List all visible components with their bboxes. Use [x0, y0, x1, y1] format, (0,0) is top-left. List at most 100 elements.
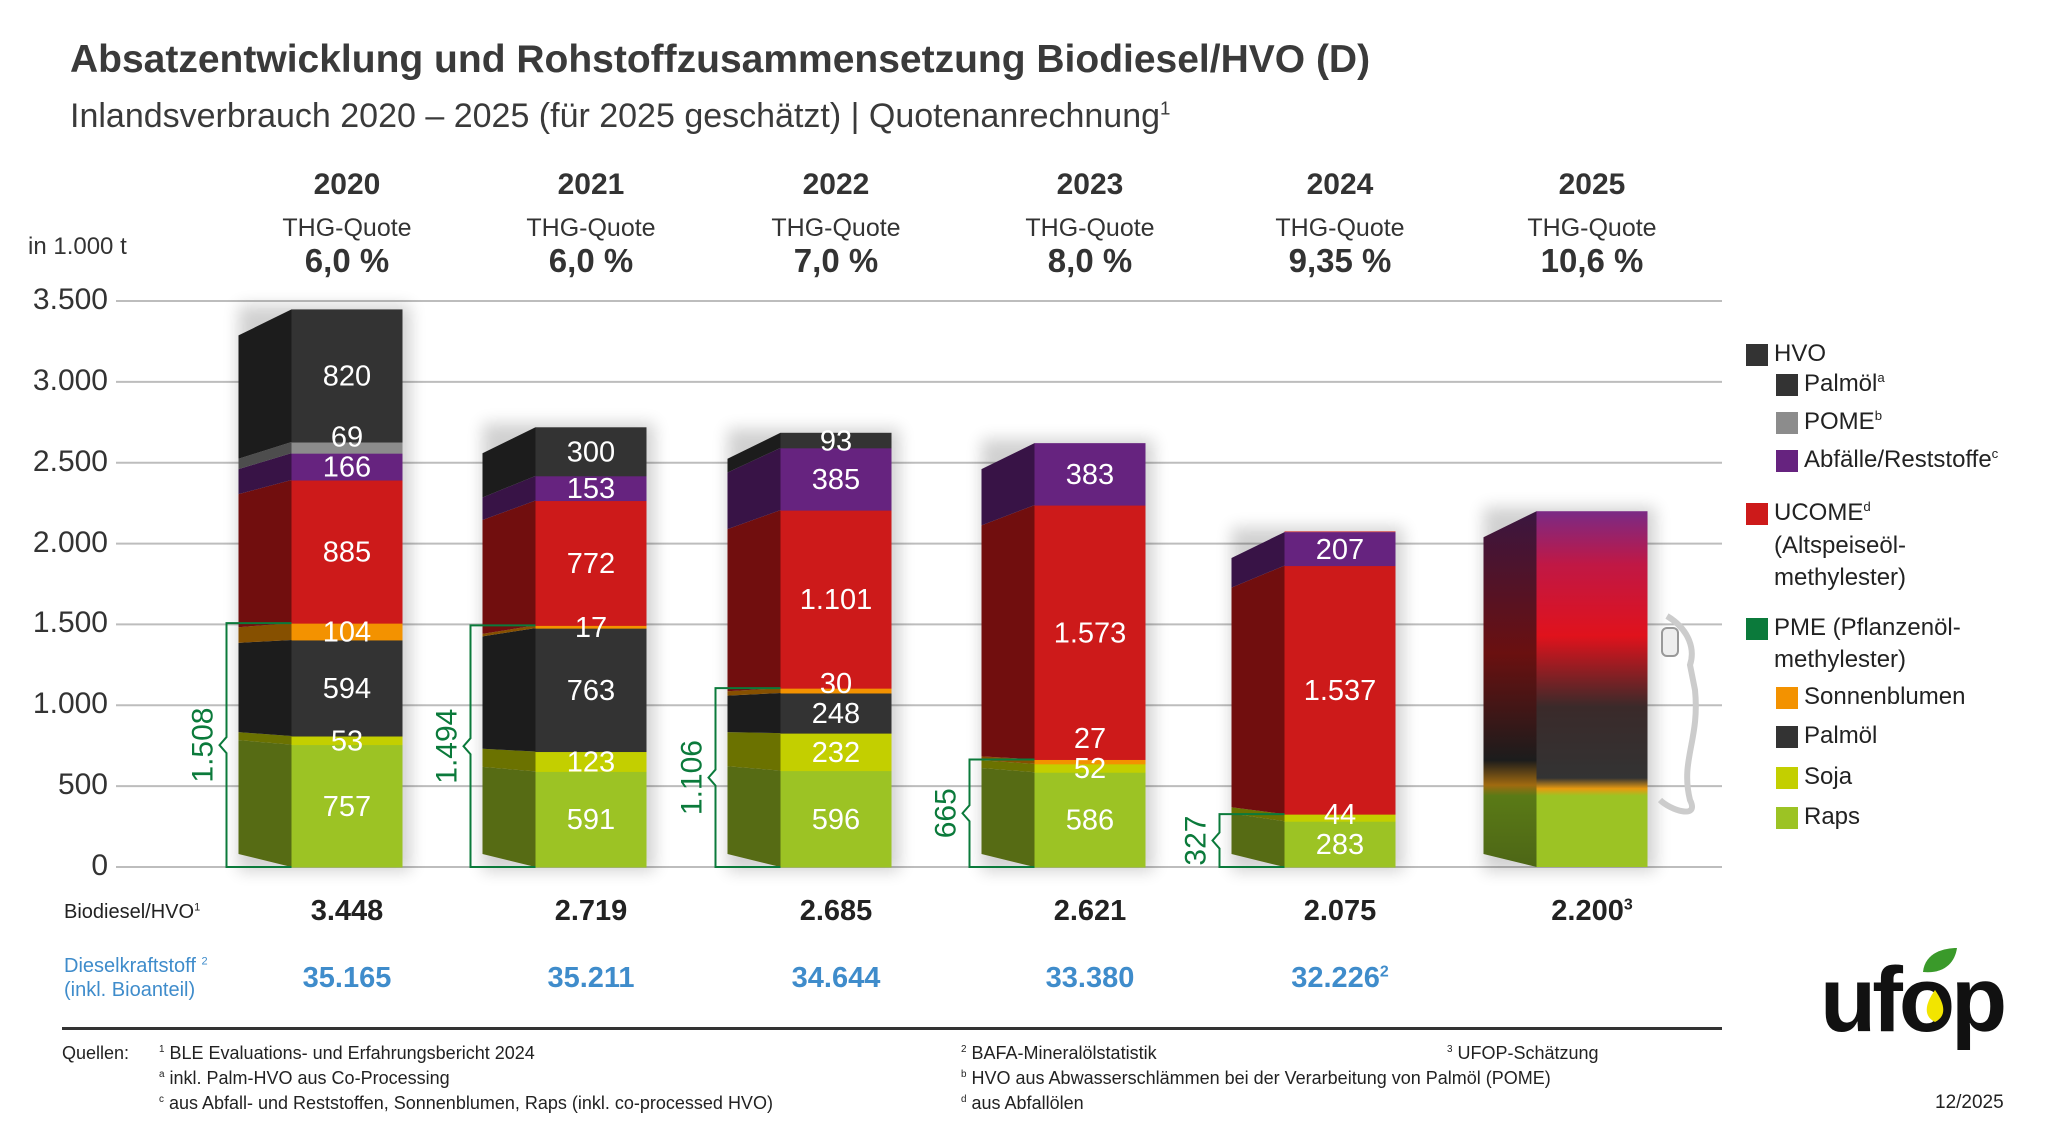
bar-segment-pme-sonnenblumen	[780, 688, 892, 694]
legend-pme-line2: methylester)	[1774, 646, 1907, 673]
biodiesel-total: 2.2003	[1492, 895, 1692, 928]
footnote-mark: a	[159, 1069, 165, 1080]
segment-value-label: 283	[1316, 829, 1364, 861]
segment-value-label: 1.101	[800, 584, 873, 616]
logo-text: ufop	[1820, 949, 2007, 1051]
bar-side-palmöl	[482, 427, 536, 498]
fuel-nozzle-hose-icon	[1657, 613, 1699, 815]
row-label-text: Biodiesel/HVO	[64, 901, 195, 923]
total-value: 2.621	[1053, 895, 1127, 927]
quota-value: 6,0 %	[304, 242, 390, 279]
bar-side-palmöl	[238, 309, 292, 459]
bar-side-raps	[482, 766, 536, 867]
quota-value: 9,35 %	[1288, 242, 1392, 279]
legend-hvo-palmoel: Palmöla	[1804, 370, 1885, 398]
segment-value-label: 166	[323, 452, 371, 484]
segment-value-label: 385	[812, 464, 860, 496]
bar-side-palmöl	[482, 628, 536, 752]
segment-value-label: 1.537	[1304, 675, 1377, 707]
bar-side-raps	[1231, 813, 1285, 867]
footnote-b: b HVO aus Abwasserschlämmen bei der Vera…	[961, 1068, 1551, 1089]
pme-total-label: 665	[930, 788, 963, 838]
bar-side-sonnenblumen	[482, 625, 536, 637]
bar-side-palmöl	[727, 692, 781, 734]
total-value: 2.719	[554, 895, 628, 927]
pme-total-label: 1.106	[676, 740, 709, 815]
legend-swatch-sonnenblumen	[1776, 687, 1798, 709]
bar-segment-pme-soja	[1284, 814, 1396, 822]
pme-bracket	[462, 624, 536, 868]
y-tick-label: 3.000	[32, 363, 108, 397]
bar-segment-ucome-ucome	[1034, 505, 1146, 760]
total-value: 2.685	[799, 895, 873, 927]
quota-label: THG-Quote	[526, 214, 656, 242]
segment-value-label: 248	[812, 698, 860, 730]
y-tick-label: 0	[91, 849, 108, 882]
pme-bracket	[1211, 813, 1285, 868]
pme-bracket	[707, 687, 781, 868]
separator-line	[62, 1027, 1722, 1030]
bar-segment-pme-raps	[780, 770, 892, 868]
bar-2021: 591 123 763 17 772 153 300	[482, 423, 655, 871]
legend-label: Palmöl	[1804, 370, 1878, 397]
total-value: 3.448	[310, 895, 384, 927]
total-value: 2.075	[1303, 895, 1377, 927]
y-tick-label: 3.500	[32, 283, 108, 316]
legend-swatch-pme	[1746, 618, 1768, 640]
bar-side-sonnenblumen	[727, 688, 781, 696]
bar-side-raps	[727, 766, 781, 867]
bar-segment-ucome-ucome	[291, 480, 403, 624]
legend-swatch-ucome	[1746, 503, 1768, 525]
chart-subtitle: Inlandsverbrauch 2020 – 2025 (für 2025 g…	[70, 97, 1170, 136]
segment-value-label: 52	[1074, 753, 1106, 785]
quota-label: THG-Quote	[1025, 214, 1155, 242]
bar-side-abfälle/reststoffe	[482, 475, 536, 521]
pme-bracket	[961, 758, 1035, 868]
segment-value-label: 153	[567, 473, 615, 505]
total-value: 2.200	[1551, 895, 1624, 927]
legend-swatch-soja	[1776, 767, 1798, 789]
bar-segment-pme-palmöl	[780, 692, 892, 734]
legend-ucome-line2: (Altspeiseöl-	[1774, 532, 1907, 559]
footnote-mark: c	[1991, 446, 1999, 461]
footnote-mark: 3	[1447, 1044, 1453, 1055]
bar-segment-ucome-ucome	[535, 500, 647, 626]
segment-value-label: 27	[1074, 723, 1106, 755]
biodiesel-total: 2.685	[736, 895, 936, 928]
footnote-mark: b	[961, 1069, 967, 1080]
pme-total-label: 327	[1180, 816, 1213, 866]
bar-segment-pme-raps	[1034, 772, 1146, 868]
legend-swatch-hvo-palmoel	[1776, 374, 1798, 396]
footnote-text: UFOP-Schätzung	[1457, 1043, 1599, 1063]
legend-label: POME	[1804, 408, 1875, 435]
footnote-text: BAFA-Mineralölstatistik	[971, 1043, 1157, 1063]
quota-label: THG-Quote	[1275, 214, 1405, 242]
legend-swatch-raps	[1776, 807, 1798, 829]
bar-side-abfälle/reststoffe	[238, 453, 292, 495]
y-tick-label: 2.500	[32, 444, 108, 478]
bar-side-soja	[727, 732, 781, 771]
segment-value-label: 1.573	[1054, 617, 1127, 649]
segment-value-label: 232	[812, 737, 860, 769]
y-tick-label: 500	[57, 768, 108, 802]
segment-value-label: 591	[567, 804, 615, 836]
leaf-drop-icon	[1923, 948, 1957, 1022]
footnote-mark: 2	[1379, 963, 1389, 981]
bar-side-raps	[981, 767, 1035, 867]
bar-segment-pme-raps	[291, 744, 403, 868]
y-axis-unit: in 1.000 t	[28, 233, 127, 260]
bar-side-abfälle/reststoffe	[1231, 532, 1285, 588]
bar-side-ucome	[1231, 565, 1285, 815]
segment-value-label: 772	[567, 548, 615, 580]
bar-segment-estimated	[1536, 511, 1648, 867]
quota-label: THG-Quote	[1527, 214, 1657, 242]
diesel-value: 33.380	[1045, 962, 1135, 994]
legend-pme: PME (Pflanzenöl-	[1774, 614, 1961, 641]
bar-segment-ucome-ucome	[1284, 565, 1396, 815]
bar-segment-pme-soja	[1034, 763, 1146, 773]
segment-value-label: 885	[323, 537, 371, 569]
footnote-text: aus Abfall- und Reststoffen, Sonnenblume…	[168, 1093, 773, 1113]
